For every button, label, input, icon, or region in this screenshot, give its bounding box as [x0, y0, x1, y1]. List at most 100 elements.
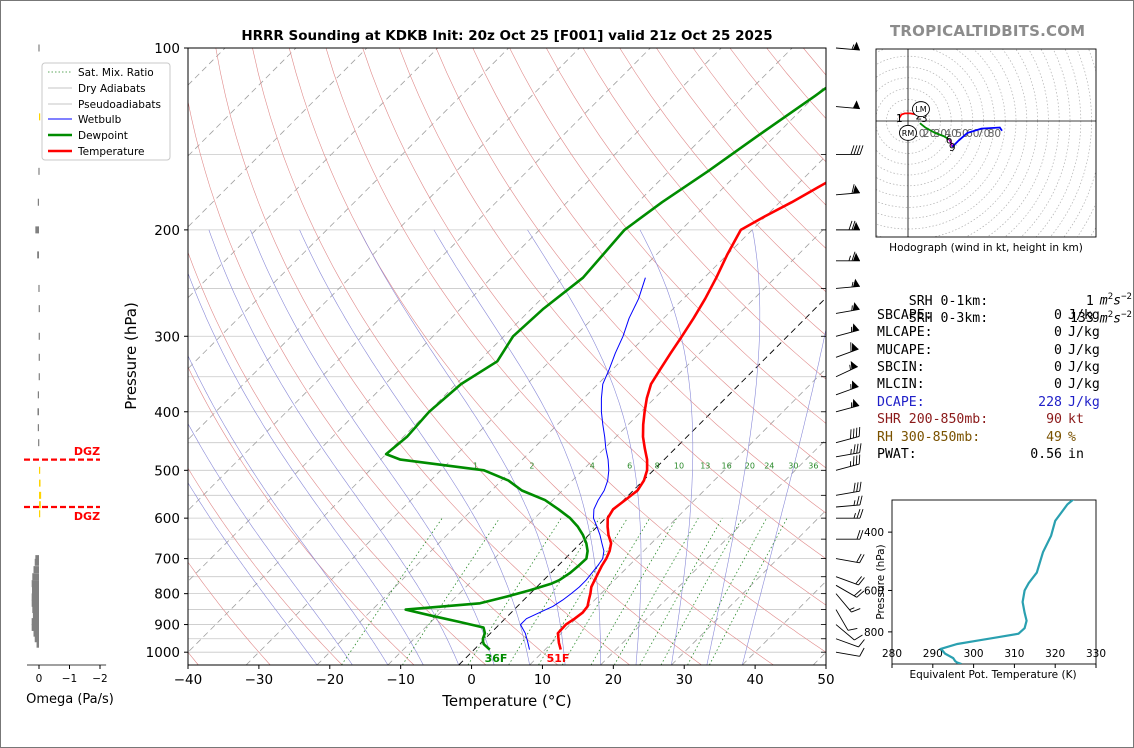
omega-panel: 0 −1 −2	[24, 44, 108, 685]
wind-barb	[835, 553, 865, 564]
mixing-ratio-line	[660, 518, 743, 665]
wind-barb	[835, 302, 860, 314]
mixing-ratio-line	[687, 518, 767, 665]
omega-bar	[35, 226, 39, 234]
wind-barb	[835, 481, 862, 496]
x-tick-label: −10	[386, 672, 415, 688]
storm-motion-marker	[912, 101, 930, 118]
dry-adiabat	[399, 48, 826, 560]
x-tick-label: 20	[605, 672, 622, 688]
pseudoadiabat	[706, 229, 761, 665]
dry-adiabat	[325, 48, 826, 653]
mixing-ratio-label: 6	[627, 461, 632, 470]
wind-barb	[835, 361, 858, 378]
theta-e-profile	[939, 500, 1075, 664]
storm-motion-label: LM	[915, 105, 926, 114]
omega-bar	[36, 640, 39, 648]
dry-adiabat	[288, 48, 774, 665]
param-mlcape: MLCAPE: 0 J/kg	[877, 325, 1100, 341]
y-tick-label: 800	[154, 587, 180, 603]
param-pwat: PWAT: 0.56 in	[877, 446, 1084, 462]
theta-e-y-tick-label: 400	[864, 527, 884, 539]
omega-bar	[38, 353, 40, 361]
mixing-ratio-label: 4	[590, 461, 595, 470]
wind-barb	[835, 342, 859, 358]
omega-axis-label: Omega (Pa/s)	[26, 692, 114, 707]
theta-e-x-tick-label: 300	[964, 648, 984, 660]
dry-adiabat	[546, 48, 826, 380]
isotherm-line	[529, 368, 826, 665]
storm-motion-marker	[899, 124, 917, 141]
hodograph-ring-label: 40	[945, 128, 958, 140]
wind-barb	[835, 593, 861, 613]
isotherm-line	[387, 226, 826, 665]
dgz-label-bottom: DGZ	[74, 510, 100, 523]
legend-dry-adiabats: Dry Adiabats	[78, 83, 146, 95]
omega-bar	[38, 167, 40, 175]
omega-bar	[38, 284, 40, 292]
mixing-ratio-label: 36	[808, 461, 818, 470]
omega-bar	[31, 586, 39, 594]
param-mucape: MUCAPE: 0 J/kg	[877, 342, 1100, 358]
hodograph-segment	[948, 138, 954, 148]
x-axis-label: Temperature (°C)	[441, 692, 571, 710]
wind-barb	[835, 323, 860, 337]
x-tick-label: 0	[467, 672, 476, 688]
wind-barb	[836, 530, 864, 540]
isotherm-line	[188, 48, 722, 582]
omega-bar	[37, 198, 39, 206]
param-sbcin: SBCIN: 0 J/kg	[877, 359, 1100, 375]
omega-bar	[34, 558, 39, 566]
mixing-ratio-line	[590, 517, 677, 665]
isotherm-line	[245, 84, 826, 665]
y-tick-label: 900	[154, 618, 180, 634]
omega-bar	[39, 113, 41, 121]
omega-bar	[38, 305, 40, 313]
dry-adiabat	[188, 251, 487, 665]
surface-dewpoint-label: 36F	[485, 652, 508, 665]
wind-barb	[835, 100, 860, 110]
mixing-ratio-label: 30	[788, 461, 798, 470]
pseudoadiabat	[188, 355, 389, 665]
sounding-parameters: SRH 0-1km: 1 m2s−2 SRH 0-3km: 133 m2s−2 SBCA…	[877, 272, 1132, 463]
x-tick-label: −30	[245, 672, 274, 688]
omega-bar	[33, 566, 39, 574]
omega-bar	[37, 408, 39, 416]
hodograph-height-label: 3	[921, 113, 928, 125]
param-dcape: DCAPE: 228 J/kg	[877, 394, 1100, 410]
pseudoadiabat	[433, 229, 601, 665]
wind-barb	[835, 380, 859, 396]
omega-bar	[34, 635, 39, 643]
wind-barb	[835, 443, 862, 458]
theta-e-y-tick-label: 800	[864, 627, 884, 639]
omega-bar	[31, 593, 39, 601]
omega-bar	[38, 373, 40, 381]
mixing-ratio-label: 24	[764, 461, 774, 470]
wind-barb	[835, 609, 858, 631]
theta-e-y-tick-label: 600	[864, 585, 884, 597]
wind-barb	[835, 454, 861, 471]
wind-barb	[835, 638, 865, 648]
hodograph-frame	[875, 48, 1097, 238]
mixing-ratio-line	[709, 518, 788, 665]
omega-bar	[39, 466, 41, 474]
mixing-ratio-line	[467, 517, 562, 665]
theta-e-panel: 280 290 300 310 320 330 400 600 800	[864, 499, 1106, 668]
omega-bar	[38, 44, 40, 52]
omega-bar	[31, 623, 39, 631]
y-axis-label: Pressure (hPa)	[122, 302, 140, 410]
pseudoadiabat	[250, 229, 495, 665]
y-tick-label: 700	[154, 552, 180, 568]
mixing-ratio-line	[561, 517, 651, 665]
y-tick-label: 1000	[146, 645, 180, 661]
mixing-ratio-label: 2	[529, 461, 534, 470]
omega-tick-label: −2	[92, 673, 107, 685]
pseudoadiabat	[359, 229, 566, 665]
wind-barb	[836, 251, 860, 262]
dry-adiabat	[215, 48, 630, 665]
y-tick-label: 400	[154, 405, 180, 421]
theta-e-frame	[891, 499, 1097, 665]
hodograph-ring-label: 80	[988, 128, 1001, 140]
omega-bar	[31, 580, 39, 588]
omega-bar	[35, 555, 39, 563]
